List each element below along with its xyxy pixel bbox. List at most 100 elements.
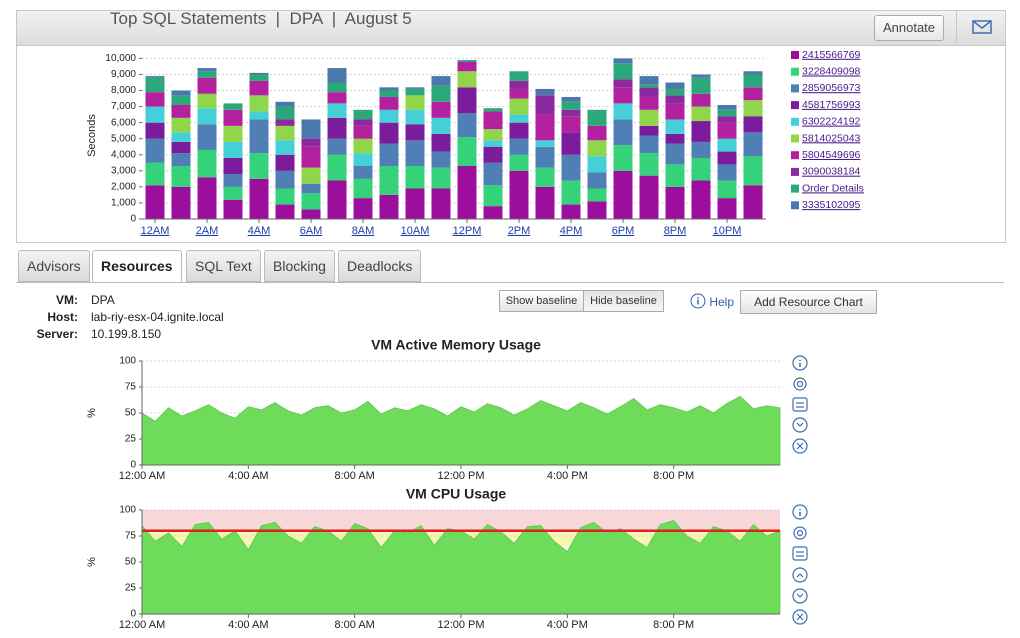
y-axis-label: % <box>86 408 98 418</box>
bar-segment <box>405 166 425 189</box>
bar-segment <box>561 180 581 205</box>
bar-segment <box>379 122 399 144</box>
legend-label[interactable]: 6302224192 <box>802 116 861 128</box>
bar-segment <box>509 80 529 89</box>
legend-label[interactable]: 2859056973 <box>802 82 861 94</box>
bar-segment <box>171 104 191 118</box>
bar-segment <box>691 74 711 78</box>
x-tick-label: 8:00 PM <box>653 619 694 631</box>
bar-segment <box>561 96 581 102</box>
bar-segment <box>405 109 425 125</box>
bar-segment <box>145 162 165 186</box>
bar-segment <box>405 88 425 96</box>
bar-segment <box>223 125 243 142</box>
bar-segment <box>561 109 581 117</box>
legend-label[interactable]: 3090038184 <box>802 166 861 178</box>
chart-title: VM CPU Usage <box>406 486 507 502</box>
bar-segment <box>717 151 737 165</box>
bar-segment <box>223 199 243 219</box>
info-label: Server: <box>36 327 78 341</box>
bar-segment <box>665 95 685 104</box>
bar-segment <box>301 146 321 168</box>
bar-segment <box>249 72 269 75</box>
x-tick-label: 8:00 PM <box>653 470 694 482</box>
legend-swatch <box>791 151 799 160</box>
bar-segment <box>509 138 529 155</box>
x-tick-label: 8AM <box>352 225 375 237</box>
bar-segment <box>457 71 477 88</box>
bar-segment <box>405 140 425 167</box>
bar-segment <box>587 188 607 202</box>
tab[interactable]: Deadlocks <box>338 250 422 282</box>
bar-segment <box>639 125 659 136</box>
bar-segment <box>197 108 217 125</box>
tab[interactable]: Resources <box>92 250 182 282</box>
hide-baseline-button[interactable]: Hide baseline <box>583 290 664 312</box>
legend-label[interactable]: 5814025043 <box>802 132 861 144</box>
bar-segment <box>535 146 555 168</box>
x-tick-label: 12:00 AM <box>119 470 165 482</box>
bar-segment <box>665 164 685 187</box>
bar-segment <box>613 58 633 64</box>
tab[interactable]: Advisors <box>18 250 90 282</box>
bar-segment <box>665 103 685 120</box>
bar-segment <box>587 125 607 141</box>
bar-segment <box>197 149 217 178</box>
help-link[interactable]: Help <box>690 293 734 309</box>
y-tick-label: 10,000 <box>105 53 136 64</box>
bar-segment <box>639 109 659 126</box>
bar-segment <box>249 153 269 179</box>
bar-segment <box>223 141 243 158</box>
legend-swatch <box>791 51 799 59</box>
legend-label[interactable]: Order Details <box>802 182 864 194</box>
tab[interactable]: SQL Text <box>186 250 261 282</box>
bar-segment <box>275 188 295 205</box>
bar-segment <box>275 101 295 107</box>
bar-segment <box>613 170 633 219</box>
bar-segment <box>639 135 659 154</box>
bar-segment <box>379 166 399 195</box>
annotate-button[interactable]: Annotate <box>874 15 944 41</box>
y-tick-label: 100 <box>119 356 136 367</box>
add-resource-chart-button[interactable]: Add Resource Chart <box>740 290 877 314</box>
legend-label[interactable]: 4581756993 <box>802 99 861 111</box>
bar-segment <box>691 180 711 219</box>
bar-segment <box>535 140 555 147</box>
x-tick-label: 4:00 PM <box>547 619 588 631</box>
bar-segment <box>145 77 165 93</box>
bar-segment <box>457 87 477 114</box>
bar-segment <box>587 201 607 219</box>
legend-label[interactable]: 2415566769 <box>802 49 861 61</box>
bar-segment <box>639 175 659 219</box>
tab[interactable]: Blocking <box>264 250 335 282</box>
legend-label[interactable]: 3228409098 <box>802 65 861 77</box>
bar-segment <box>483 111 503 130</box>
x-tick-label: 10PM <box>713 225 742 237</box>
bar-segment <box>483 185 503 207</box>
bar-segment <box>639 153 659 176</box>
bar-segment <box>223 174 243 187</box>
bar-segment <box>197 71 217 78</box>
y-tick-label: 4,000 <box>111 149 136 160</box>
legend-label[interactable]: 5804549696 <box>802 149 861 161</box>
bar-segment <box>613 103 633 120</box>
mail-button[interactable] <box>956 10 1005 44</box>
legend-swatch <box>791 117 799 126</box>
bar-segment <box>327 138 347 155</box>
help-text[interactable]: Help <box>709 295 735 309</box>
bar-segment <box>171 90 191 96</box>
bar-segment <box>327 92 347 104</box>
bar-segment <box>327 82 347 93</box>
bar-segment <box>353 138 373 154</box>
bar-segment <box>197 124 217 150</box>
bar-segment <box>431 85 451 102</box>
tab-bar: Advisors Resources SQL Text Blocking Deadloc… <box>16 250 1004 283</box>
x-tick-label: 12:00 PM <box>437 470 484 482</box>
legend-label[interactable]: 3335102095 <box>802 199 861 211</box>
bar-segment <box>535 186 555 219</box>
bar-segment <box>353 166 373 179</box>
show-baseline-button[interactable]: Show baseline <box>499 290 584 312</box>
bar-segment <box>379 90 399 97</box>
bar-segment <box>743 74 763 88</box>
